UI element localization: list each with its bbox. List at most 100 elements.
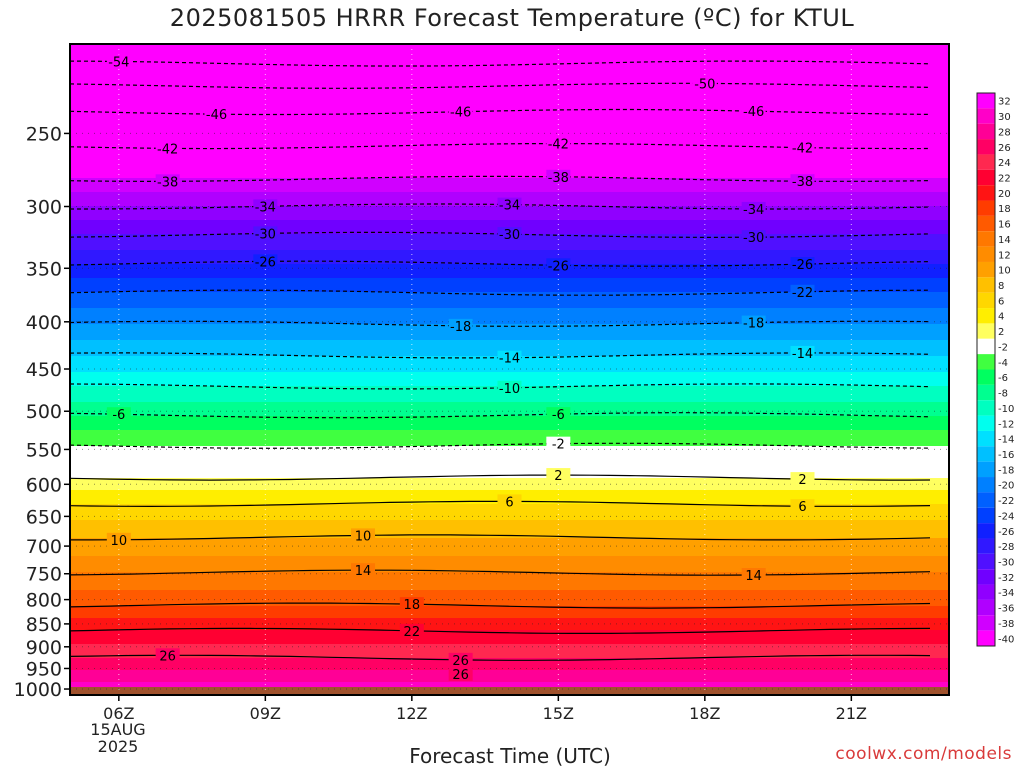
colorbar-segment	[977, 231, 995, 247]
temperature-band	[70, 222, 949, 224]
contour-line	[69, 320, 931, 327]
colorbar-label: -24	[998, 511, 1014, 522]
temperature-band	[70, 404, 949, 406]
contour-label: -22	[792, 286, 813, 301]
contour-label-bg	[790, 499, 815, 514]
temperature-band	[70, 106, 949, 108]
colorbar-segment	[977, 139, 995, 155]
contour-label: 22	[404, 625, 421, 640]
colorbar-label: -20	[998, 481, 1014, 492]
temperature-band	[70, 212, 949, 214]
temperature-band	[70, 268, 949, 270]
temperature-band	[70, 214, 949, 216]
temperature-band	[70, 244, 949, 246]
temperature-band	[70, 264, 949, 266]
y-tick-label: 500	[26, 401, 62, 423]
temperature-band	[70, 618, 949, 620]
x-tick-label: 09Z	[250, 704, 281, 723]
temperature-band	[70, 48, 949, 50]
temperature-band	[70, 422, 949, 424]
colorbar-segment	[977, 200, 995, 216]
temperature-band	[70, 326, 949, 328]
temperature-band	[70, 568, 949, 570]
temperature-band	[70, 676, 949, 678]
temperature-band	[70, 478, 949, 480]
temperature-band	[70, 308, 949, 310]
temperature-band	[70, 440, 949, 442]
contour-line	[69, 82, 931, 89]
colorbar-segment	[977, 523, 995, 539]
contour-label-bg	[399, 597, 424, 612]
temperature-band	[70, 262, 949, 264]
contour-label-bg	[351, 528, 375, 543]
temperature-band	[70, 668, 949, 670]
colorbar-label: -4	[998, 358, 1008, 369]
colorbar-segment	[977, 261, 995, 278]
contour-label: -6	[552, 408, 565, 423]
contour-label: -42	[157, 142, 178, 157]
temperature-band	[70, 108, 949, 110]
temperature-band	[70, 54, 949, 56]
temperature-band	[70, 458, 949, 460]
contour-label-bg	[106, 532, 131, 547]
temperature-band	[70, 46, 949, 48]
contour-label-bg	[546, 169, 571, 184]
temperature-band	[70, 74, 949, 76]
colorbar-label: -10	[998, 404, 1014, 415]
contour-label: -46	[743, 105, 764, 120]
credit-link[interactable]: coolwx.com/models	[835, 744, 1012, 764]
colorbar-label: 16	[998, 220, 1011, 231]
contour-line	[69, 654, 931, 661]
contour-label-bg	[741, 230, 766, 245]
temperature-band	[70, 620, 949, 622]
contour-line	[69, 474, 931, 481]
temperature-band	[70, 334, 949, 336]
temperature-band	[70, 562, 949, 564]
temperature-band	[70, 142, 949, 144]
temperature-band	[70, 664, 949, 666]
temperature-band	[70, 192, 949, 194]
contour-line	[69, 175, 931, 183]
contour-label: -6	[112, 408, 125, 423]
temperature-band	[70, 472, 949, 474]
temperature-band	[70, 154, 949, 156]
colorbar-segment	[977, 169, 995, 186]
temperature-band	[70, 178, 949, 180]
temperature-band	[70, 378, 949, 380]
temperature-band	[70, 114, 949, 116]
contour-line	[69, 289, 931, 296]
y-tick-label: 450	[26, 359, 62, 381]
colorbar-segment	[977, 569, 995, 585]
colorbar-segment	[977, 599, 995, 616]
temperature-band	[70, 370, 949, 372]
temperature-band	[70, 610, 949, 612]
temperature-band	[70, 640, 949, 642]
temperature-band	[70, 518, 949, 520]
y-tick-label: 400	[26, 312, 62, 334]
temperature-band	[70, 288, 949, 290]
temperature-band	[70, 540, 949, 542]
contour-label-bg	[790, 257, 815, 272]
y-tick-label: 900	[26, 637, 62, 659]
temperature-band	[70, 146, 949, 148]
colorbar-segment	[977, 123, 995, 140]
temperature-band	[70, 590, 949, 592]
temperature-band	[70, 82, 949, 84]
colorbar-label: 10	[998, 266, 1011, 277]
contour-label-bg	[497, 197, 522, 212]
temperature-band	[70, 116, 949, 118]
temperature-band	[70, 276, 949, 278]
temperature-band	[70, 366, 949, 368]
contour-label-bg	[692, 76, 717, 91]
y-tick-label: 1000	[14, 679, 62, 701]
temperature-band	[70, 318, 949, 320]
colorbar-label: 8	[998, 281, 1004, 292]
temperature-band	[70, 242, 949, 244]
temperature-band	[70, 430, 949, 432]
temperature-band	[70, 660, 949, 662]
colorbar-label: -30	[998, 558, 1014, 569]
temperature-band	[70, 432, 949, 434]
temperature-band	[70, 364, 949, 366]
temperature-band	[70, 266, 949, 268]
contour-label: -26	[548, 259, 569, 274]
